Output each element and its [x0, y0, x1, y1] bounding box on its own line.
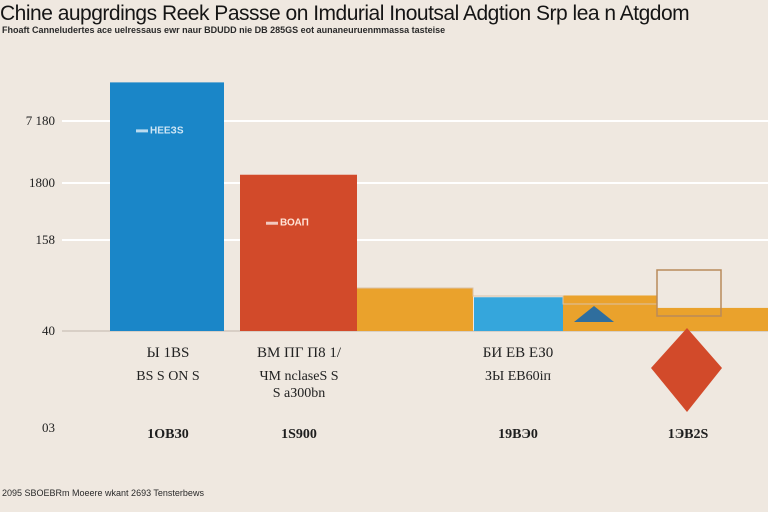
diamond-marker: [651, 328, 722, 412]
category-bottom-value: 1ОВЗ0: [147, 427, 189, 442]
bar: [474, 297, 563, 331]
bar: [657, 307, 768, 331]
bar-label-marker: [266, 221, 278, 225]
category-sublabel: ЗЫ ЕВ60іп: [485, 369, 552, 384]
y-tick-label: 7 180: [26, 113, 55, 128]
bar: [563, 295, 657, 331]
highlight-frame: [656, 269, 722, 317]
bar-label: НЕЕЗS: [150, 125, 184, 136]
category-sublabel: Ѕ аЗ00bn: [273, 386, 326, 401]
category-bottom-value: 19ВЭ0: [498, 427, 538, 442]
chart-footer: 2095 SBOEBRm Moeere wkant 2693 Tensterbe…: [2, 488, 204, 498]
mountain-icon: [574, 306, 614, 322]
y-tick-label: 40: [42, 323, 55, 338]
chart-subtitle: Fhoaft Canneludertes ace uelressaus ewr …: [2, 25, 446, 35]
chart-title: Chine aupgrdings Reek Passse on Imdurial…: [0, 2, 690, 25]
bar: [110, 82, 224, 331]
y-tick-label: 1800: [29, 175, 55, 190]
category-label: БИ ЕВ ЕЗ0: [483, 345, 553, 361]
y-tick-label: 03: [42, 420, 55, 435]
category-sublabel: ВS S ОN S: [136, 369, 199, 384]
category-label: Ы 1ВS: [147, 345, 190, 361]
bar: [357, 288, 473, 331]
bar-label-marker: [136, 129, 148, 133]
step-connector: [357, 287, 657, 305]
category-bottom-value: 1S900: [281, 427, 317, 442]
category-bottom-value: 1ЭВ2S: [668, 427, 709, 442]
bar: [240, 174, 357, 331]
category-label: ВМ ПГ П8 1/: [257, 345, 342, 361]
bar-label: ВОАП: [280, 218, 309, 229]
category-sublabel: ЧМ nclaseS S: [259, 369, 338, 384]
y-tick-label: 158: [36, 232, 56, 247]
